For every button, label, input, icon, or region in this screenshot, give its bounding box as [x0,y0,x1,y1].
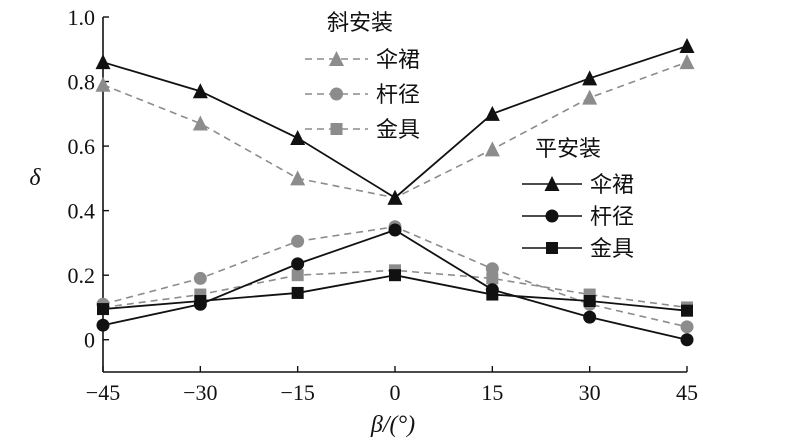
data-point-square [389,269,401,282]
legend-title: 斜安装 [327,11,393,36]
y-tick-label: 0 [84,328,95,353]
data-point-square [291,269,304,282]
legend-marker-square [330,123,343,135]
series-flat-square [97,269,693,317]
data-point-square [291,286,304,299]
data-point-triangle [95,54,111,70]
data-point-triangle [679,54,695,70]
data-point-triangle [290,170,306,186]
y-tick-label: 0.8 [68,70,96,95]
data-point-square [97,303,109,316]
data-point-triangle [484,141,500,157]
y-tick-label: 0.6 [68,134,96,159]
data-point-triangle [192,83,208,99]
data-point-triangle [387,189,403,205]
x-tick-label: 0 [390,380,401,405]
data-point-square [583,295,596,307]
y-tick-label: 1.0 [68,5,96,30]
legend-label: 杆径 [590,205,634,230]
data-point-triangle [582,89,598,105]
data-point-circle [193,271,207,285]
series-flat-triangle [95,38,695,205]
data-point-circle [583,310,597,324]
x-tick-label: 30 [579,380,601,405]
data-point-triangle [192,115,208,131]
data-point-circle [291,234,305,248]
legend-marker-triangle [544,176,560,191]
data-point-square [194,295,207,307]
y-tick-label: 0.2 [68,263,96,288]
y-tick-label: 0.4 [68,199,96,224]
data-point-triangle [290,130,306,146]
series-lines [95,38,695,347]
data-point-circle [485,262,499,276]
legend-label: 杆径 [376,83,420,108]
data-point-circle [291,257,305,271]
legend-label: 金具 [590,237,634,262]
legend-marker-triangle [329,51,344,66]
data-point-circle [388,223,402,237]
x-tick-label: −15 [280,380,314,405]
legend-marker-circle [330,87,343,101]
data-point-triangle [582,70,598,86]
data-point-square [486,288,499,301]
x-tick-label: −45 [86,380,120,405]
legend-title: 平安装 [535,137,601,162]
legend-label: 金具 [376,118,420,143]
data-point-triangle [679,38,695,54]
y-axis-title: δ [29,165,41,191]
data-point-triangle [484,105,500,121]
data-point-circle [680,320,694,334]
x-tick-label: 45 [676,380,698,405]
legend-marker-circle [545,209,559,223]
legend-label: 伞裙 [590,173,634,198]
legend-label: 伞裙 [376,48,420,73]
x-tick-label: −30 [183,380,217,405]
x-tick-label: 15 [481,380,503,405]
data-point-triangle [95,76,111,92]
data-point-square [681,304,693,317]
data-point-circle [96,318,110,332]
data-point-circle [680,333,694,347]
x-axis-title: β/(°) [370,412,415,438]
legend-marker-square [546,242,558,254]
data-point-square [486,272,499,285]
axes: −45 −30 −15 0 15 30 45 0 0.2 0.4 0.6 0.8 1.0 [68,5,699,405]
